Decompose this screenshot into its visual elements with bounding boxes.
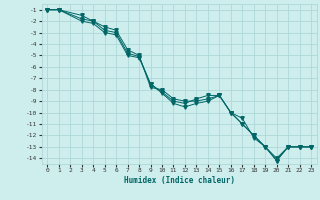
X-axis label: Humidex (Indice chaleur): Humidex (Indice chaleur) (124, 176, 235, 185)
